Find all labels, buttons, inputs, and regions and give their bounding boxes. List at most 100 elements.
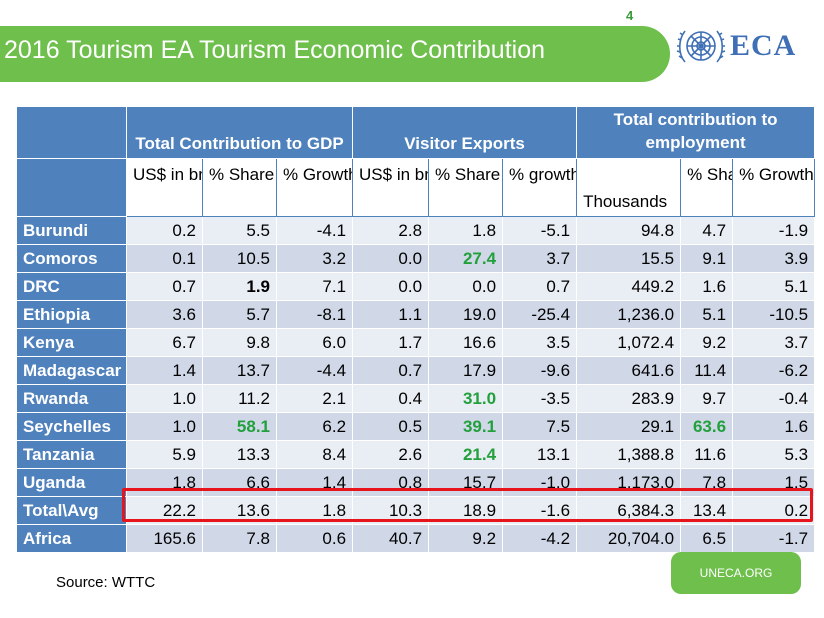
group-header-exports: Visitor Exports <box>352 106 578 159</box>
table-row: Kenya 6.7 9.8 6.0 1.7 16.6 3.5 1,072.4 9.2 3.7 <box>16 328 816 357</box>
row-label: Tanzania <box>16 440 127 469</box>
table-cell: -3.5 <box>502 384 578 413</box>
table-cell: 3.5 <box>502 328 578 357</box>
row-label: DRC <box>16 272 127 301</box>
table-cell: -1.7 <box>732 524 816 553</box>
eca-logo: ECA <box>676 22 806 72</box>
table-cell: 29.1 <box>576 412 682 441</box>
table-row: Rwanda 1.0 11.2 2.1 0.4 31.0 -3.5 283.9 9.7 -0.4 <box>16 384 816 413</box>
table-cell: 7.8 <box>680 468 734 497</box>
table-cell: 5.7 <box>202 300 277 329</box>
table-cell: 13.1 <box>502 440 578 469</box>
table-cell: 0.2 <box>126 216 203 245</box>
table-cell: 31.0 <box>428 384 504 413</box>
table-row: Seychelles 1.0 58.1 6.2 0.5 39.1 7.5 29.1 63.6 1.… <box>16 412 816 441</box>
source-note: Source: WTTC <box>56 574 156 591</box>
table-cell: 11.2 <box>202 384 277 413</box>
table-cell: 1,236.0 <box>576 300 682 329</box>
table-cell: 1,388.8 <box>576 440 682 469</box>
table-cell: 0.0 <box>428 272 504 301</box>
table-cell: 6.2 <box>275 412 354 441</box>
un-emblem-icon <box>676 30 726 63</box>
table-cell: 2.8 <box>352 216 430 245</box>
table-cell: 9.2 <box>428 524 504 553</box>
table-cell: 94.8 <box>576 216 682 245</box>
table-cell: 17.9 <box>428 356 504 385</box>
table-cell: 39.1 <box>428 412 504 441</box>
table-cell: -9.6 <box>502 356 578 385</box>
table-cell: 15.7 <box>428 468 504 497</box>
table-cell: -1.0 <box>502 468 578 497</box>
table-row: Ethiopia 3.6 5.7 -8.1 1.1 19.0 -25.4 1,236.0 5.1… <box>16 300 816 329</box>
table-row: Tanzania 5.9 13.3 8.4 2.6 21.4 13.1 1,388.8 11.6… <box>16 440 816 469</box>
table-cell: 2.1 <box>275 384 354 413</box>
uneca-badge[interactable]: UNECA.ORG <box>671 552 801 594</box>
table-cell: 283.9 <box>576 384 682 413</box>
table-cell: 8.4 <box>275 440 354 469</box>
table-cell: 15.5 <box>576 244 682 273</box>
table-cell: -4.1 <box>275 216 354 245</box>
table-cell: 6.6 <box>202 468 277 497</box>
table-cell: 2.6 <box>352 440 430 469</box>
table-cell: 0.7 <box>352 356 430 385</box>
table-cell: 1,173.0 <box>576 468 682 497</box>
table-cell: 9.1 <box>680 244 734 273</box>
table-cell: 3.7 <box>502 244 578 273</box>
table-cell: 21.4 <box>428 440 504 469</box>
table-row: Uganda 1.8 6.6 1.4 0.8 15.7 -1.0 1,173.0 7.8 1.5 <box>16 468 816 497</box>
table-cell: 3.6 <box>126 300 203 329</box>
table-cell: 1.0 <box>126 412 203 441</box>
tourism-table: Total Contribution to GDP Visitor Export… <box>16 106 816 553</box>
table-cell: 1.5 <box>732 468 816 497</box>
table-cell: 5.5 <box>202 216 277 245</box>
row-label: Total\Avg <box>16 496 127 525</box>
table-cell: 3.7 <box>732 328 816 357</box>
table-cell: 7.1 <box>275 272 354 301</box>
row-label: Africa <box>16 524 127 553</box>
subheader-exports-growth: % growth <box>502 158 578 217</box>
page-title: 2016 Tourism EA Tourism Economic Contrib… <box>4 36 546 64</box>
table-cell: 11.4 <box>680 356 734 385</box>
table-cell: 7.8 <box>202 524 277 553</box>
title-banner <box>0 26 670 82</box>
table-cell: 13.3 <box>202 440 277 469</box>
header-corner <box>16 106 127 159</box>
table-cell: 0.1 <box>126 244 203 273</box>
group-header-employment: Total contribution to employment <box>576 106 816 159</box>
table-cell: 7.5 <box>502 412 578 441</box>
table-cell: 0.4 <box>352 384 430 413</box>
table-cell: 0.0 <box>352 244 430 273</box>
row-label: Madagascar <box>16 356 127 385</box>
table-cell: 10.5 <box>202 244 277 273</box>
table-cell: 6.5 <box>680 524 734 553</box>
table-cell: -4.2 <box>502 524 578 553</box>
table-cell: 6.7 <box>126 328 203 357</box>
table-cell: -25.4 <box>502 300 578 329</box>
table-cell: 4.7 <box>680 216 734 245</box>
table-cell: 40.7 <box>352 524 430 553</box>
table-cell: 1.7 <box>352 328 430 357</box>
table-cell: 5.3 <box>732 440 816 469</box>
table-cell: -1.9 <box>732 216 816 245</box>
table-cell: 449.2 <box>576 272 682 301</box>
table-row: Madagascar 1.4 13.7 -4.4 0.7 17.9 -9.6 641.6 11.… <box>16 356 816 385</box>
table-cell: 641.6 <box>576 356 682 385</box>
subheader-emp-growth: % Growth <box>732 158 816 217</box>
table-cell: 165.6 <box>126 524 203 553</box>
row-label: Kenya <box>16 328 127 357</box>
table-row: Africa 165.6 7.8 0.6 40.7 9.2 -4.2 20,704.0 6.5-… <box>16 524 816 553</box>
group-header-gdp: Total Contribution to GDP <box>125 106 354 159</box>
row-label: Rwanda <box>16 384 127 413</box>
table-cell: 1,072.4 <box>576 328 682 357</box>
subheader-gdp-growth: % Growth <box>275 158 354 217</box>
row-label: Seychelles <box>16 412 127 441</box>
table-cell: 13.7 <box>202 356 277 385</box>
subheader-exports-usd: US$ in bn <box>352 158 430 217</box>
table-cell: 1.8 <box>126 468 203 497</box>
table-cell: 20,704.0 <box>576 524 682 553</box>
table-cell: 0.7 <box>126 272 203 301</box>
table-cell: 0.7 <box>502 272 578 301</box>
row-label: Uganda <box>16 468 127 497</box>
table-cell: 1.4 <box>126 356 203 385</box>
row-label: Ethiopia <box>16 300 127 329</box>
